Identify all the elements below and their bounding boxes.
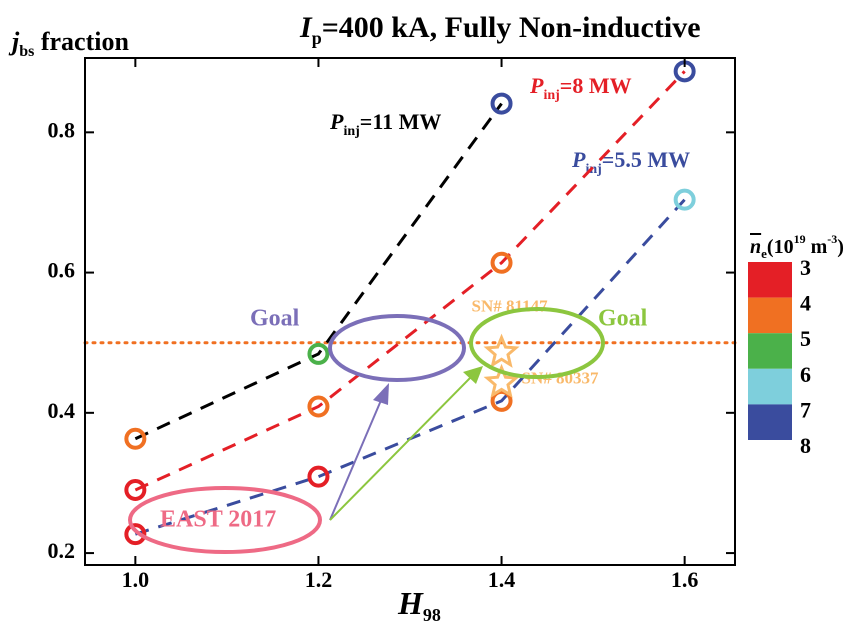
series-label: Pinj=8 MW: [529, 73, 632, 103]
colorbar-segment: [748, 404, 792, 440]
star-marker: [483, 363, 520, 398]
colorbar-segment: [748, 297, 792, 334]
marker: [307, 395, 330, 418]
arrowhead: [463, 366, 483, 384]
plot-frame: [84, 57, 736, 566]
colorbar-segment: [748, 368, 792, 405]
star-marker: [483, 333, 520, 368]
series-line: [134, 102, 503, 441]
colorbar-segment: [748, 333, 792, 369]
annotation: Goal: [250, 306, 300, 332]
arrow: [329, 375, 473, 521]
marker: [307, 342, 330, 365]
colorbar-tick-label: 4: [800, 291, 811, 316]
annotation: EAST 2017: [160, 507, 276, 533]
arrowhead: [373, 383, 389, 405]
colorbar-tick-label: 5: [800, 326, 811, 351]
annotations: Goal Goal EAST 2017: [128, 306, 648, 554]
series-label: Pinj=5.5 MW: [571, 147, 690, 177]
east-ellipse: [128, 486, 322, 554]
marker: [490, 251, 513, 274]
marker: [490, 92, 513, 115]
x-tick-label: 1.2: [305, 567, 333, 592]
x-axis-label: H98: [397, 585, 441, 625]
colorbar-segment: [748, 262, 792, 298]
colorbar-tick-label: 7: [800, 397, 811, 422]
colorbar-title: ne(1019 m-3): [750, 232, 844, 261]
y-axis-label: jbs fraction: [8, 27, 129, 60]
marker: [307, 465, 330, 488]
marker: [673, 188, 696, 211]
colorbar-tick-label: 3: [800, 255, 811, 280]
y-tick-label: 0.4: [48, 398, 76, 423]
arrow: [329, 397, 383, 521]
colorbar-tick-label: 6: [800, 362, 811, 387]
marker: [124, 427, 147, 450]
y-tick-label: 0.2: [48, 538, 76, 563]
goal-ellipse: [469, 307, 605, 379]
shot-label: SN# 80337: [522, 369, 599, 388]
y-tick-label: 0.6: [48, 258, 76, 283]
series-label: Pinj=11 MW: [329, 109, 441, 139]
marker: [124, 478, 147, 501]
y-tick-label: 0.8: [48, 117, 76, 142]
chart-title: Ip=400 kA, Fully Non-inductive: [299, 11, 701, 48]
annotation: Goal: [598, 306, 648, 332]
marker: [124, 523, 147, 546]
series-line: [134, 70, 686, 492]
colorbar-tick-label: 8: [800, 433, 811, 458]
x-tick-label: 1.6: [671, 567, 699, 592]
x-tick-label: 1.0: [122, 567, 150, 592]
marker: [490, 389, 513, 412]
goal-ellipse: [328, 314, 466, 382]
x-tick-label: 1.4: [488, 567, 516, 592]
